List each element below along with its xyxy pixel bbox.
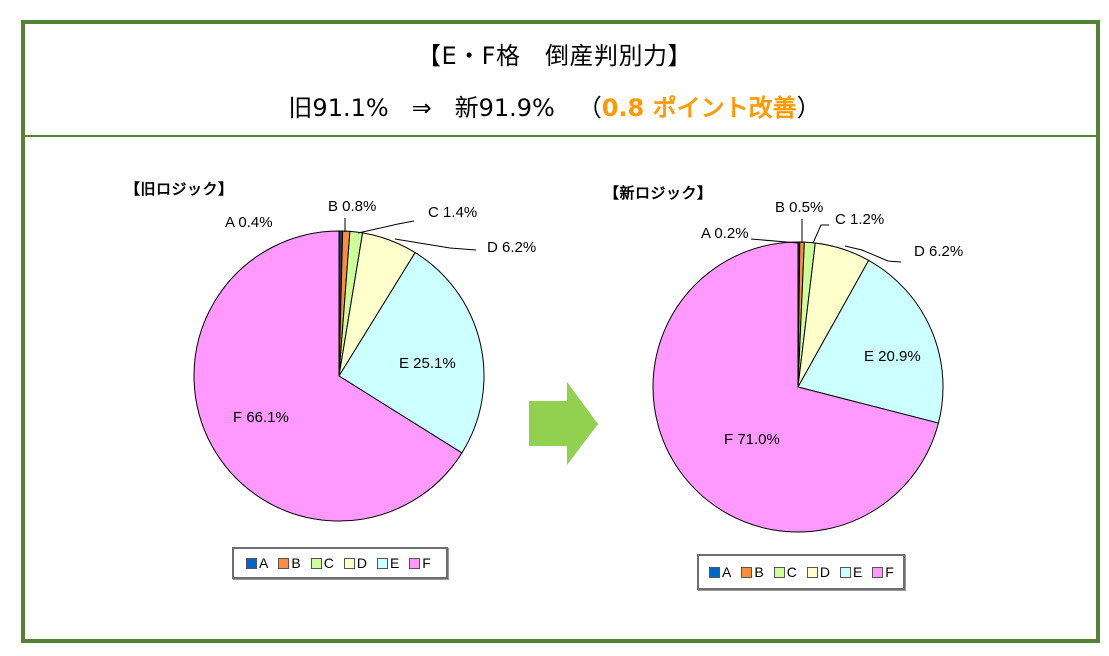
old-logic-title: 【旧ロジック】 xyxy=(125,180,234,198)
header-divider xyxy=(25,135,1096,137)
new-logic-legend: A B C D E F xyxy=(697,554,905,590)
old-label-b: B 0.8% xyxy=(328,198,376,215)
legend-swatch-d xyxy=(806,566,818,578)
legend-item-c: C xyxy=(773,564,797,580)
comparison-arrow-glyph: ⇒ xyxy=(411,94,432,122)
old-label-a: A 0.4% xyxy=(225,214,273,231)
legend-item-f: F xyxy=(872,564,894,580)
new-label-c: C 1.2% xyxy=(835,211,884,228)
leader-lines xyxy=(344,218,902,263)
legend-label: D xyxy=(356,555,367,571)
legend-item-e: E xyxy=(839,564,863,580)
pie-slice-f xyxy=(652,241,940,533)
legend-swatch-e xyxy=(839,566,851,578)
legend-item-b: B xyxy=(741,564,764,580)
legend-swatch-c xyxy=(310,557,322,569)
improvement-highlight: 0.8 ポイント改善 xyxy=(601,94,797,122)
legend-item-b: B xyxy=(278,555,301,571)
pie-slice-e xyxy=(338,251,485,454)
new-label-a: A 0.2% xyxy=(701,225,749,242)
legend-swatch-d xyxy=(343,557,355,569)
legend-swatch-b xyxy=(741,566,753,578)
outer-frame xyxy=(21,20,1100,643)
legend-swatch-f xyxy=(872,566,884,578)
legend-label: D xyxy=(819,564,830,580)
legend-swatch-a xyxy=(709,566,720,578)
slice-labels: A 0.4% B 0.8% C 1.4% D 6.2% E 25.1% F 66… xyxy=(225,198,963,448)
old-label-d: D 6.2% xyxy=(487,239,536,256)
legend-item-a: A xyxy=(246,555,268,571)
right-arrow-icon xyxy=(529,382,598,465)
legend-label: F xyxy=(885,564,894,580)
legend-label: F xyxy=(422,555,431,571)
new-label: 新 xyxy=(454,94,479,122)
legend-label: C xyxy=(323,555,334,571)
legend-label: C xyxy=(786,564,797,580)
new-label-b: B 0.5% xyxy=(775,199,823,216)
legend-label: A xyxy=(722,564,732,580)
old-logic-pie xyxy=(193,230,485,522)
old-logic-legend: A B C D E F xyxy=(232,547,448,579)
legend-label: B xyxy=(291,555,301,571)
legend-label: B xyxy=(754,564,764,580)
new-label-d: D 6.2% xyxy=(914,243,963,260)
legend-label: E xyxy=(852,564,863,580)
paren-open: （ xyxy=(577,94,602,122)
new-label-e: E 20.9% xyxy=(864,348,921,365)
legend-item-f: F xyxy=(409,555,431,571)
old-label-f: F 66.1% xyxy=(233,409,289,426)
paren-close: ） xyxy=(796,94,821,122)
legend-item-d: D xyxy=(343,555,367,571)
legend-swatch-b xyxy=(278,557,290,569)
pie-slice-e xyxy=(797,259,944,424)
page-title: 【E・F格 倒産判別力】 xyxy=(417,42,692,70)
legend-label: E xyxy=(389,555,400,571)
legend-item-d: D xyxy=(806,564,830,580)
legend-swatch-e xyxy=(376,557,388,569)
new-logic-title: 【新ロジック】 xyxy=(604,184,713,202)
old-label: 旧 xyxy=(288,94,313,122)
legend-swatch-c xyxy=(773,566,785,578)
old-label-e: E 25.1% xyxy=(399,355,456,372)
legend-item-e: E xyxy=(376,555,400,571)
new-logic-pie xyxy=(652,241,944,533)
new-value: 91.9% xyxy=(478,94,555,122)
accuracy-comparison: 旧91.1% ⇒ 新91.9% （0.8 ポイント改善） xyxy=(0,91,1109,125)
legend-swatch-a xyxy=(246,557,257,569)
legend-item-a: A xyxy=(709,564,731,580)
old-value: 91.1% xyxy=(312,94,389,122)
legend-swatch-f xyxy=(409,557,421,569)
legend-label: A xyxy=(259,555,269,571)
legend-item-c: C xyxy=(310,555,334,571)
pie-slice-f xyxy=(193,230,463,522)
new-label-f: F 71.0% xyxy=(724,431,780,448)
old-label-c: C 1.4% xyxy=(428,204,477,221)
